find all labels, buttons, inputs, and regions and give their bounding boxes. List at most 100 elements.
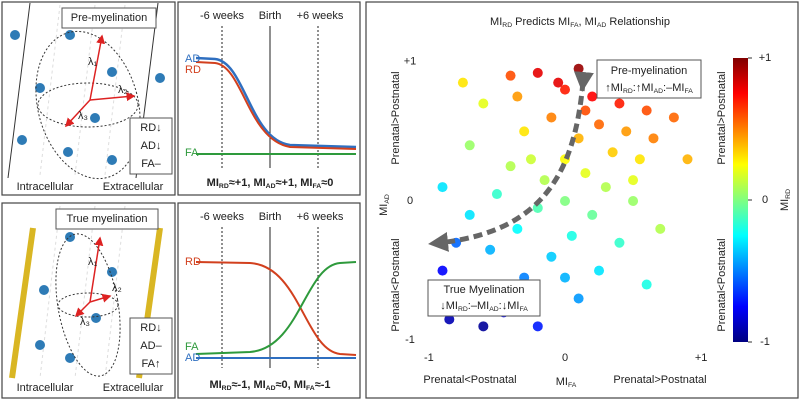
pre-diagram: λ₁ λ₂ λ₃ Pre-myelination RD↓ AD↓ FA– Int…: [1, 1, 176, 196]
text-part: MI: [556, 376, 568, 388]
point: [539, 175, 550, 186]
annotation-title: True Myelination: [444, 284, 525, 296]
subscript: AD: [266, 183, 276, 190]
colorbar-direction-label: Prenatal<Postnatal: [716, 238, 728, 331]
lambda: λ₃: [78, 110, 88, 122]
indicator: RD↓: [140, 322, 161, 334]
colorbar-direction-label: Prenatal>Postnatal: [716, 71, 728, 164]
lambda: λ₃: [80, 316, 90, 328]
point: [641, 279, 652, 290]
subscript: AD: [489, 306, 499, 313]
eigenvector: [89, 293, 112, 303]
subscript: RD: [785, 189, 792, 199]
text-part: ≈+1, MI: [229, 177, 266, 189]
ad-curve: [195, 56, 357, 149]
point: [437, 182, 448, 193]
point: [655, 223, 666, 234]
colorbar-tick-label: 0: [762, 194, 768, 206]
lambda: λ₁: [88, 256, 98, 268]
colorbar-tick-label: +1: [759, 52, 772, 64]
point: [641, 105, 652, 116]
colorbar-label: MIRD: [779, 189, 792, 211]
diffusion-ellipse: [37, 82, 139, 128]
true-timeline: -6 weeks Birth +6 weeks RD FA AD MIRD≈-1…: [177, 202, 361, 399]
eigenvector: [89, 92, 136, 102]
x-tick-label: 0: [562, 352, 568, 364]
point: [668, 112, 679, 123]
curve-label: AD: [185, 53, 200, 65]
point: [532, 67, 543, 78]
text-part: MI: [490, 16, 502, 28]
rd-curve: [195, 61, 357, 150]
point: [485, 244, 496, 255]
point: [505, 161, 516, 172]
annotation-text: ↑MIRD:↑MIAD:–MIFA: [605, 82, 693, 95]
eigenvector: [64, 99, 91, 128]
panel-border: [177, 202, 361, 399]
lambda: λ₁: [88, 56, 98, 68]
indicator: AD–: [140, 340, 162, 352]
fibers: [39, 205, 126, 379]
text-part: ≈0: [321, 177, 333, 189]
colorbar: [733, 58, 748, 342]
text-part: Predicts MI: [512, 16, 570, 28]
point: [648, 133, 659, 144]
compartment: Intracellular: [17, 181, 74, 193]
point: [491, 189, 502, 200]
point: [444, 314, 455, 325]
trend-arrow: [428, 71, 594, 252]
time-label: +6 weeks: [297, 10, 344, 22]
point: [587, 91, 598, 102]
point: [478, 98, 489, 109]
indicator-box: [129, 117, 173, 175]
caption: MIRD≈+1, MIAD≈+1, MIFA≈0: [207, 177, 334, 190]
annotation-text: ↓MIRD:–MIAD:↓MIFA: [440, 300, 528, 313]
x-direction-label: Prenatal>Postnatal: [613, 374, 706, 386]
text-part: MI: [209, 379, 221, 391]
annotation-box: [596, 59, 702, 99]
subscript: AD: [384, 194, 391, 204]
x-axis-label: MIFA: [556, 376, 577, 389]
subscript: RD: [219, 183, 229, 190]
point: [478, 321, 489, 332]
label-box: [55, 208, 159, 230]
nuclei: [10, 30, 165, 165]
y-axis-label: MIAD: [378, 194, 391, 216]
subscript: FA: [684, 88, 693, 95]
text-part: ≈-1: [315, 379, 331, 391]
text-part: Relationship: [606, 16, 670, 28]
curve-label: AD: [185, 352, 200, 364]
myelin-sheath: [9, 227, 36, 379]
text-part: MI: [207, 177, 219, 189]
label-box: [61, 7, 157, 29]
subscript: AD: [266, 385, 276, 392]
point: [580, 168, 591, 179]
curve-label: FA: [185, 341, 199, 353]
time-label: Birth: [259, 10, 282, 22]
indicator: FA–: [141, 158, 161, 170]
point: [587, 209, 598, 220]
point: [519, 126, 530, 137]
point: [560, 272, 570, 283]
diffusion-ellipsoid: [55, 233, 121, 377]
point: [553, 77, 564, 88]
point: [628, 196, 639, 206]
text-part: , MI: [579, 16, 597, 28]
text-part: :↑MI: [633, 82, 654, 94]
caption: MIRD≈-1, MIAD≈0, MIFA≈-1: [209, 379, 330, 392]
compartment: Extracellular: [103, 181, 164, 193]
text-part: ≈-1, MI: [232, 379, 266, 391]
time-label: +6 weeks: [297, 211, 344, 223]
point: [573, 293, 584, 304]
point: [614, 98, 625, 109]
x-tick-label: -1: [424, 352, 434, 364]
text-part: :–MI: [468, 300, 489, 312]
subscript: FA: [312, 183, 321, 190]
subscript: AD: [654, 88, 664, 95]
eigenvector: [89, 34, 106, 101]
compartment: Intracellular: [17, 382, 74, 394]
subscript: RD: [222, 385, 232, 392]
point: [573, 63, 584, 74]
text-part: MI: [779, 199, 791, 211]
